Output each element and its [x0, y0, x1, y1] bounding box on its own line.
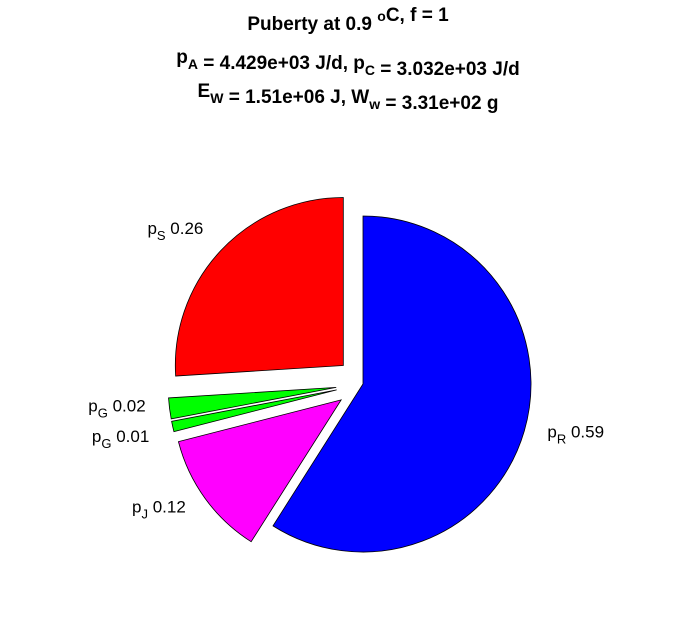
- pie-slice-3-pG: [168, 386, 337, 420]
- slice-labels: pR 0.59 pJ 0.12 pG 0.01 pG 0.02 pS 0.26: [88, 219, 604, 522]
- pie-slice-2-pG: [171, 389, 337, 433]
- title-line-3: EW = 1.51e+06 J, Ww = 3.31e+02 g: [198, 81, 499, 114]
- title-line-1: Puberty at 0.9 oC, f = 1: [247, 5, 449, 35]
- pie-slices: [168, 197, 532, 553]
- pie-slice-0-pR: [272, 215, 532, 553]
- slice-label-pG-2: pG 0.01: [92, 427, 149, 451]
- title-line-2: pA = 4.429e+03 J/d, pC = 3.032e+03 J/d: [176, 47, 519, 80]
- chart-title: Puberty at 0.9 oC, f = 1 pA = 4.429e+03 J…: [176, 5, 519, 114]
- pie-slice-1-pJ: [177, 399, 343, 543]
- slice-label-pR-0: pR 0.59: [547, 423, 604, 447]
- slice-label-pG-3: pG 0.02: [88, 396, 145, 420]
- pie-slice-4-pS: [174, 197, 344, 377]
- slice-label-pJ-1: pJ 0.12: [132, 498, 186, 522]
- slice-label-pS-4: pS 0.26: [147, 219, 203, 243]
